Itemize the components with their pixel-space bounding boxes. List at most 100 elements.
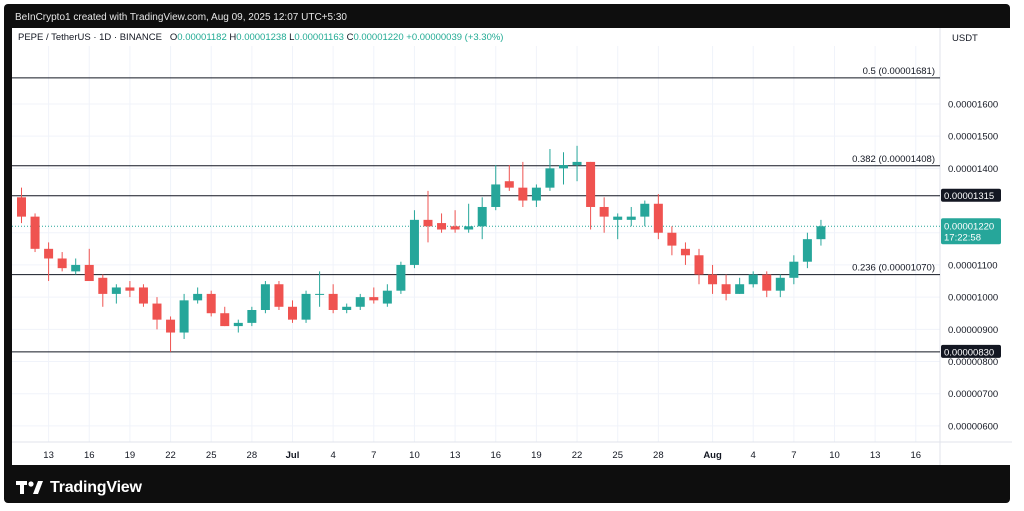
x-tick-label: 16: [490, 450, 501, 461]
candle-body-up: [260, 284, 270, 310]
candle-body-down: [138, 287, 148, 304]
x-tick-label: 10: [409, 450, 420, 461]
candle-body-up: [640, 203, 650, 217]
y-tick-label: 0.00001400: [948, 164, 998, 175]
candle-body-up: [409, 219, 419, 265]
y-tick-label: 0.00001500: [948, 132, 998, 143]
chart-panel[interactable]: USDT 0.00001600 0.00001500 0.00001400 0.0000…: [12, 28, 1012, 465]
candle-body-down: [206, 293, 216, 314]
candle-body-down: [17, 197, 26, 217]
candle-body-up: [491, 184, 501, 207]
open-value: 0.00001182: [177, 32, 227, 43]
x-tick-label: 13: [870, 450, 881, 461]
high-value: 0.00001238: [236, 32, 287, 43]
y-tick-label: 0.00001600: [948, 99, 998, 110]
candle-body-up: [735, 284, 745, 294]
x-tick-label: 16: [84, 450, 95, 461]
candle-body-down: [437, 223, 447, 230]
candle-body-up: [775, 277, 785, 291]
candle-body-down: [694, 255, 704, 275]
candle-body-down: [44, 248, 54, 259]
candle-body-down: [166, 319, 176, 333]
countdown-label: 17:22:58: [944, 232, 981, 243]
x-tick-label: 19: [125, 450, 136, 461]
candle-body-down: [599, 206, 609, 217]
y-tick-label: 0.00001100: [948, 260, 998, 271]
candle-body-up: [315, 293, 325, 295]
last-price-tag: [941, 218, 1001, 245]
candle-body-up: [531, 187, 541, 201]
marked-level-label: 0.00000830: [944, 347, 994, 358]
close-label: C: [346, 32, 354, 43]
candle-body-down: [708, 274, 718, 285]
x-tick-label: 10: [829, 450, 840, 461]
candle-body-down: [504, 181, 514, 188]
candle-body-up: [111, 287, 121, 294]
candle-body-up: [477, 206, 487, 227]
x-tick-label: Aug: [703, 450, 722, 461]
candle-body-down: [518, 187, 528, 201]
candle-body-up: [179, 300, 189, 333]
candle-body-up: [382, 290, 392, 304]
open-label: O: [169, 32, 178, 43]
tradingview-logo-icon: [16, 481, 43, 494]
candle-body-up: [789, 261, 799, 278]
candle-body-down: [450, 226, 460, 230]
candle-body-up: [613, 216, 623, 220]
candle-body-up: [545, 168, 555, 188]
high-label: H: [229, 32, 237, 43]
x-tick-label: 25: [206, 450, 217, 461]
x-tick-label: 28: [247, 450, 258, 461]
y-tick-label: 0.00001000: [948, 293, 998, 304]
x-tick-label: 4: [331, 450, 336, 461]
candle-body-down: [653, 203, 663, 233]
candle-body-up: [233, 322, 243, 327]
x-tick-label: 22: [572, 450, 583, 461]
change-value: +0.00000039 (+3.30%): [406, 32, 504, 43]
candle-body-down: [57, 258, 67, 269]
candle-body-up: [572, 161, 582, 166]
symbol-name: PEPE / TetherUS · 1D · BINANCE: [18, 32, 162, 43]
candle-body-up: [816, 226, 826, 240]
candle-body-down: [328, 293, 338, 310]
fib-level-label: 0.236 (0.00001070): [852, 263, 935, 274]
close-value: 0.00001220: [353, 32, 404, 43]
candle-body-down: [152, 303, 162, 320]
candle-body-up: [71, 264, 81, 272]
candle-body-up: [342, 306, 352, 310]
candle-body-up: [802, 239, 812, 262]
y-tick-label: 0.00000900: [948, 325, 998, 336]
candle-body-down: [586, 161, 596, 207]
candle-body-down: [274, 284, 284, 307]
last-price-label: 0.00001220: [944, 221, 994, 232]
candle-body-up: [559, 165, 568, 169]
candle-body-up: [301, 293, 311, 320]
candle-body-down: [125, 287, 135, 291]
candle-body-down: [220, 313, 230, 327]
candle-body-up: [396, 264, 406, 291]
candle-body-up: [355, 297, 365, 307]
low-value: 0.00001163: [294, 32, 344, 43]
x-tick-label: 25: [612, 450, 623, 461]
x-tick-label: Jul: [286, 450, 300, 461]
symbol-legend: PEPE / TetherUS · 1D · BINANCE O0.000011…: [18, 32, 503, 43]
candlestick-chart[interactable]: USDT 0.00001600 0.00001500 0.00001400 0.0000…: [12, 28, 1012, 465]
candle-body-up: [464, 226, 474, 230]
candle-body-down: [667, 232, 677, 246]
candle-body-down: [762, 274, 772, 291]
candle-body-down: [84, 264, 94, 282]
x-tick-label: 22: [165, 450, 176, 461]
marked-level-label: 0.00001315: [944, 191, 994, 202]
candle-body-up: [247, 310, 257, 323]
fib-level-label: 0.5 (0.00001681): [863, 66, 935, 77]
x-tick-label: 13: [450, 450, 461, 461]
x-tick-label: 16: [911, 450, 922, 461]
x-tick-label: 13: [43, 450, 54, 461]
low-label: L: [289, 32, 295, 43]
x-tick-label: 28: [653, 450, 664, 461]
screenshot-frame: BeInCrypto1 created with TradingView.com…: [4, 4, 1012, 503]
tradingview-footer: TradingView: [16, 476, 142, 500]
x-tick-label: 7: [371, 450, 376, 461]
candle-body-up: [626, 216, 636, 220]
candle-body-down: [288, 306, 297, 320]
